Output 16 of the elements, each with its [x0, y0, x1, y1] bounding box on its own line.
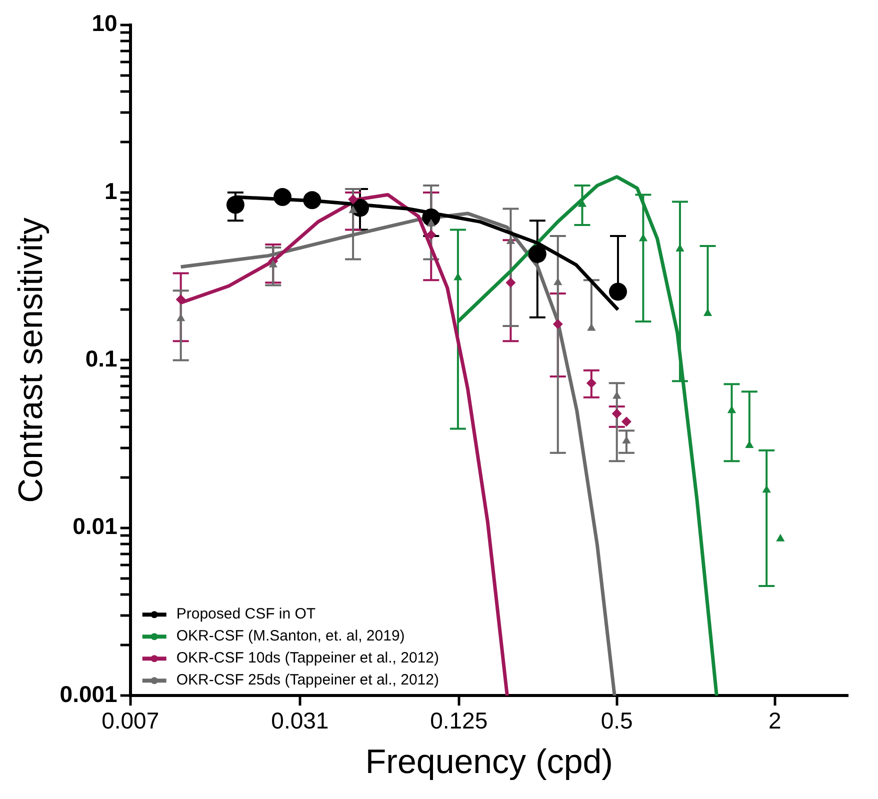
x-axis-title: Frequency (cpd): [365, 742, 613, 781]
x-tick-label: 0.031: [271, 708, 329, 734]
legend-label: OKR-CSF (M.Santon, et. al, 2019): [176, 628, 405, 645]
legend-label: OKR-CSF 10ds (Tappeiner et al., 2012): [176, 650, 439, 667]
x-tick-label: 2: [768, 708, 782, 734]
y-tick-label: 0.01: [72, 513, 118, 540]
x-tick-label: 0.007: [102, 708, 160, 734]
y-tick-label: 10: [92, 10, 118, 36]
x-tick-label: 0.125: [430, 708, 488, 734]
y-axis-title: Contrast sensitivity: [12, 218, 50, 503]
legend-label: OKR-CSF 25ds (Tappeiner et al., 2012): [176, 672, 439, 689]
legend-label: Proposed CSF in OT: [176, 606, 316, 623]
y-tick-label: 0.1: [85, 346, 118, 372]
x-tick-label: 0.5: [600, 708, 633, 734]
y-tick-label: 0.001: [60, 680, 118, 707]
y-tick-label: 1: [104, 178, 118, 204]
